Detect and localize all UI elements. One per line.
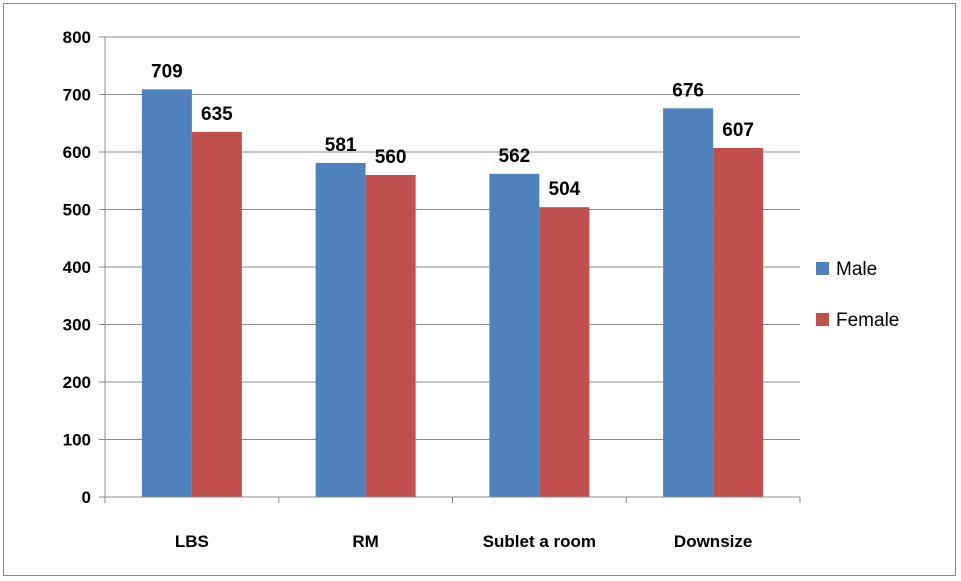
data-label-female-2: 504 — [549, 179, 581, 200]
y-tick-label: 200 — [63, 373, 91, 392]
y-tick-label: 500 — [63, 201, 91, 220]
y-axis: 0 100 200 300 400 500 600 700 800 — [63, 28, 106, 507]
y-tick-label: 100 — [63, 431, 91, 450]
y-tick-label: 700 — [63, 86, 91, 105]
data-label-female-3: 607 — [722, 120, 754, 141]
data-labels: 709 635 581 560 562 504 676 607 — [151, 61, 754, 200]
data-label-male-3: 676 — [672, 80, 704, 101]
data-label-male-1: 581 — [325, 135, 357, 156]
y-tick-label: 400 — [63, 258, 91, 277]
data-label-male-0: 709 — [151, 61, 183, 82]
legend-swatch-male — [816, 262, 829, 275]
legend-swatch-female — [816, 313, 829, 326]
x-tick-label: LBS — [175, 532, 209, 551]
bar-female-1 — [365, 175, 416, 497]
x-tick-label: Downsize — [674, 532, 752, 551]
legend-label-male: Male — [836, 259, 877, 280]
x-tick-label: RM — [352, 532, 378, 551]
bar-male-1 — [315, 162, 366, 498]
y-tick-label: 800 — [63, 28, 91, 47]
x-tick-label: Sublet a room — [483, 532, 596, 551]
bar-female-3 — [713, 147, 764, 497]
y-tick-label: 0 — [82, 488, 91, 507]
x-axis: LBS RM Sublet a room Downsize — [104, 496, 801, 551]
data-label-female-1: 560 — [375, 147, 407, 168]
y-tick-label: 600 — [63, 143, 91, 162]
bar-female-0 — [191, 131, 242, 497]
y-tick-label: 300 — [63, 316, 91, 335]
legend-label-female: Female — [836, 310, 899, 331]
data-label-female-0: 635 — [201, 104, 233, 125]
bar-male-2 — [489, 173, 540, 497]
data-label-male-2: 562 — [499, 146, 531, 167]
bar-male-3 — [663, 108, 714, 498]
legend: Male Female — [816, 259, 899, 331]
bar-female-2 — [539, 207, 590, 497]
bar-male-0 — [141, 89, 192, 497]
bars — [141, 89, 764, 498]
